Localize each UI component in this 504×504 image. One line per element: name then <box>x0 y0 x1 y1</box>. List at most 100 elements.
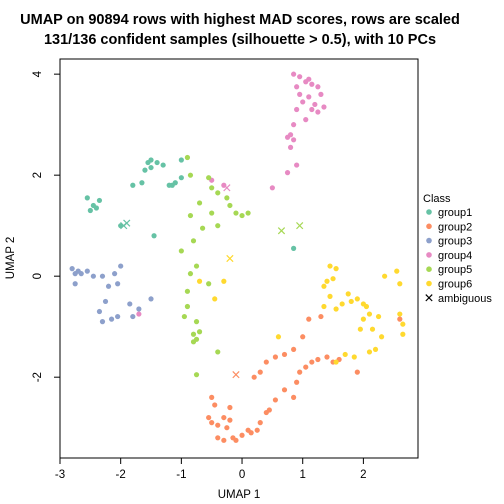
legend-title: Class <box>423 193 451 205</box>
point-group6 <box>212 296 218 302</box>
legend-label-group4: group4 <box>438 250 472 262</box>
point-group6 <box>333 266 339 272</box>
point-group2 <box>266 407 272 413</box>
legend-marker-group1 <box>426 209 432 215</box>
point-group6 <box>363 303 370 310</box>
point-group4 <box>269 185 275 191</box>
plot-frame <box>59 58 419 459</box>
point-group2 <box>221 437 227 443</box>
point-group3 <box>115 313 121 320</box>
point-group2 <box>315 356 321 363</box>
point-group6 <box>321 303 327 310</box>
point-group6 <box>327 263 333 269</box>
point-group2 <box>254 427 260 433</box>
point-group3 <box>105 283 112 289</box>
point-group3 <box>108 316 115 322</box>
point-group5 <box>206 175 212 181</box>
point-group1 <box>291 245 297 251</box>
point-group2 <box>291 346 297 353</box>
legend-marker-group3 <box>426 237 432 244</box>
legend-label-group1: group1 <box>438 207 472 219</box>
point-group4 <box>291 122 297 128</box>
point-group5 <box>181 313 187 320</box>
legend-marker-group5 <box>426 266 432 273</box>
point-group2 <box>272 354 279 360</box>
point-group2 <box>257 420 263 426</box>
point-group1 <box>172 180 178 186</box>
point-group4 <box>306 76 312 82</box>
point-group1 <box>178 157 184 163</box>
point-group1 <box>160 162 166 168</box>
point-group5 <box>190 339 197 345</box>
point-group5 <box>245 210 251 216</box>
point-group2 <box>233 437 239 443</box>
point-group6 <box>400 321 406 327</box>
point-group2 <box>227 404 233 411</box>
point-group2 <box>324 354 330 360</box>
point-group5 <box>184 303 191 310</box>
point-group2 <box>248 430 254 436</box>
point-group3 <box>127 301 133 307</box>
point-group2 <box>300 334 306 340</box>
point-group2 <box>397 316 403 322</box>
point-group2 <box>227 417 233 423</box>
point-group4 <box>315 109 321 115</box>
point-group5 <box>196 329 203 335</box>
point-ambiguous <box>232 371 240 379</box>
point-group4 <box>318 91 324 97</box>
point-group4 <box>294 106 300 113</box>
point-group2 <box>306 316 312 322</box>
point-group2 <box>209 394 215 400</box>
legend-marker-group6 <box>426 280 432 287</box>
legend-label-group5: group5 <box>438 264 472 276</box>
point-group1 <box>178 175 184 181</box>
legend-marker-group4 <box>426 252 432 258</box>
point-group5 <box>187 212 194 219</box>
point-group5 <box>209 185 215 191</box>
point-group6 <box>333 306 339 312</box>
point-group4 <box>291 71 297 77</box>
point-group5 <box>215 223 221 229</box>
point-group2 <box>281 387 288 393</box>
point-group5 <box>190 238 197 244</box>
point-group2 <box>309 359 315 365</box>
y-tick-label: 0 <box>32 273 44 279</box>
point-group3 <box>90 273 96 279</box>
point-group6 <box>333 359 339 365</box>
point-group3 <box>69 266 75 272</box>
legend-marker-group2 <box>426 223 432 230</box>
x-tick-label: 2 <box>360 469 366 481</box>
point-group5 <box>233 210 239 216</box>
point-group5 <box>193 319 200 325</box>
point-group1 <box>148 164 154 171</box>
point-group6 <box>221 278 227 284</box>
point-group3 <box>115 281 121 287</box>
point-group5 <box>209 210 215 216</box>
point-group2 <box>272 397 279 403</box>
point-group6 <box>339 301 345 307</box>
point-group2 <box>263 359 269 365</box>
point-group2 <box>291 394 297 400</box>
point-group5 <box>227 202 233 209</box>
point-group4 <box>284 134 291 140</box>
point-group5 <box>215 190 221 196</box>
point-group5 <box>193 263 200 269</box>
point-group6 <box>369 326 376 332</box>
point-group4 <box>297 91 303 97</box>
point-group3 <box>102 298 109 305</box>
point-group5 <box>196 200 203 206</box>
point-group2 <box>318 313 324 320</box>
data-points <box>69 71 406 443</box>
point-group6 <box>196 278 203 284</box>
point-group4 <box>284 170 291 176</box>
point-group5 <box>193 372 200 378</box>
point-group5 <box>187 172 194 178</box>
point-group5 <box>184 288 191 294</box>
point-group3 <box>130 313 136 320</box>
point-group4 <box>300 99 306 105</box>
point-group2 <box>206 414 212 421</box>
point-ambiguous <box>277 227 286 235</box>
point-group4 <box>309 106 315 113</box>
point-group3 <box>99 319 106 325</box>
